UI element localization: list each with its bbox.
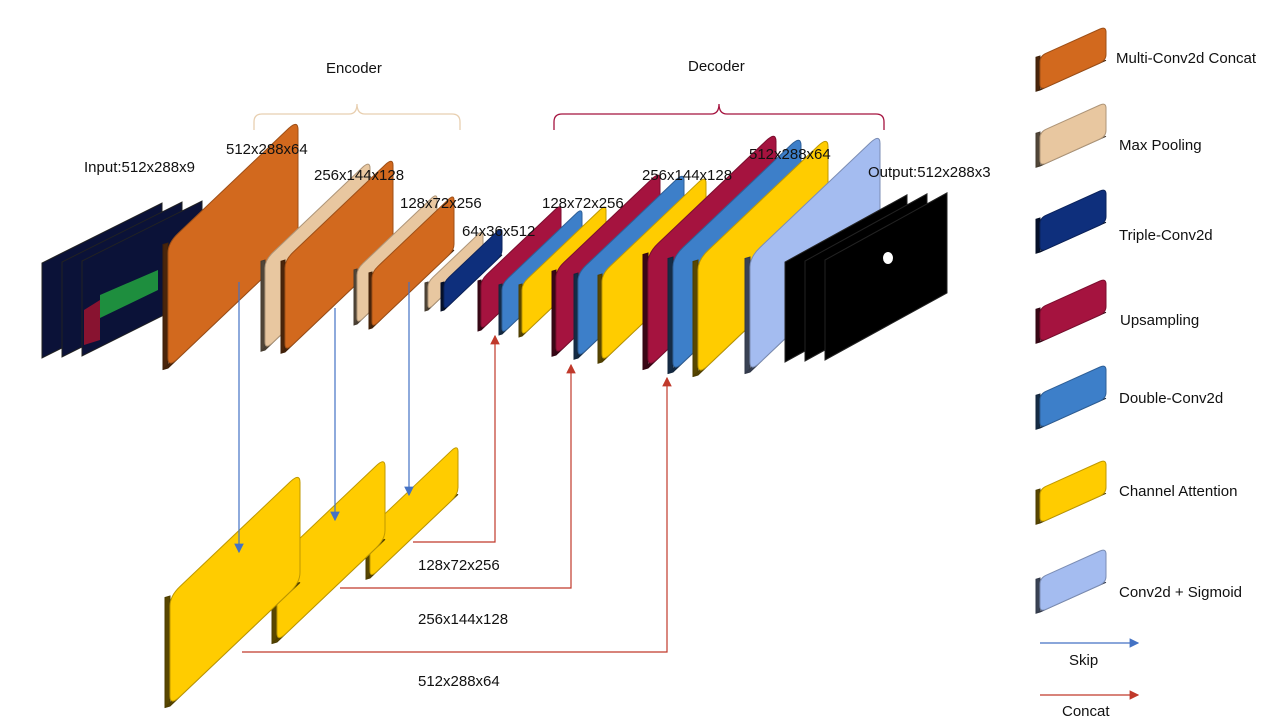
dec1-dim-label: 128x72x256 — [542, 195, 624, 212]
shuttlecock-heatmap-dot — [883, 252, 893, 264]
orange-block-icon — [1035, 27, 1107, 92]
dec3-dim-label: 512x288x64 — [749, 146, 831, 163]
legend-label-triple-conv2d: Triple-Conv2d — [1119, 227, 1213, 244]
enc3-dim-label: 128x72x256 — [400, 195, 482, 212]
skip3-channel-attention-block — [164, 476, 301, 709]
output-label: Output:512x288x3 — [868, 164, 991, 181]
blue-block-icon — [1035, 365, 1107, 430]
skip2-dim-label: 256x144x128 — [418, 611, 509, 628]
decoder-brace — [553, 103, 885, 130]
connection-arrows — [234, 282, 1140, 700]
stadium-crowd — [84, 300, 100, 345]
section-braces — [253, 103, 885, 130]
layer-blocks — [162, 123, 881, 709]
badminton-court — [100, 270, 158, 318]
output-frame-3 — [824, 192, 948, 361]
legend-label-multi-conv2d: Multi-Conv2d Concat — [1116, 50, 1257, 67]
legend-label-concat: Concat — [1062, 703, 1110, 720]
dec2-dim-label: 256x144x128 — [642, 167, 733, 184]
legend-label-skip: Skip — [1069, 652, 1099, 669]
bottleneck-triple-conv2d-block — [440, 228, 503, 312]
encoder-label: Encoder — [326, 60, 382, 77]
bottleneck-dim-label: 64x36x512 — [462, 223, 536, 240]
skip1-dim-label: 128x72x256 — [418, 557, 500, 574]
decoder-label: Decoder — [688, 58, 745, 75]
enc2-dim-label: 256x144x128 — [314, 167, 405, 184]
skip3-dim-label: 512x288x64 — [418, 673, 500, 690]
legend-label-upsampling: Upsampling — [1120, 312, 1200, 329]
legend-label-channel-attention: Channel Attention — [1119, 483, 1238, 500]
lightblue-block-icon — [1035, 549, 1107, 614]
beige-block-icon — [1035, 103, 1107, 168]
legend-label-conv2d-sigmoid: Conv2d + Sigmoid — [1119, 584, 1242, 601]
encoder-brace — [253, 103, 461, 130]
concat-arrow-2 — [340, 363, 576, 589]
input-label: Input:512x288x9 — [84, 159, 195, 176]
yellow-block-icon — [1035, 460, 1107, 525]
legend-label-max-pooling: Max Pooling — [1119, 137, 1202, 154]
concat-arrow-3 — [242, 376, 672, 653]
navy-block-icon — [1035, 189, 1107, 254]
output-frames — [784, 192, 948, 363]
legend-icons — [1035, 27, 1107, 614]
enc1-dim-label: 512x288x64 — [226, 141, 308, 158]
concat-arrow-1 — [413, 334, 500, 543]
enc3-multi-conv2d-block — [368, 196, 455, 330]
legend-label-double-conv2d: Double-Conv2d — [1119, 390, 1224, 407]
crimson-block-icon — [1035, 279, 1107, 344]
